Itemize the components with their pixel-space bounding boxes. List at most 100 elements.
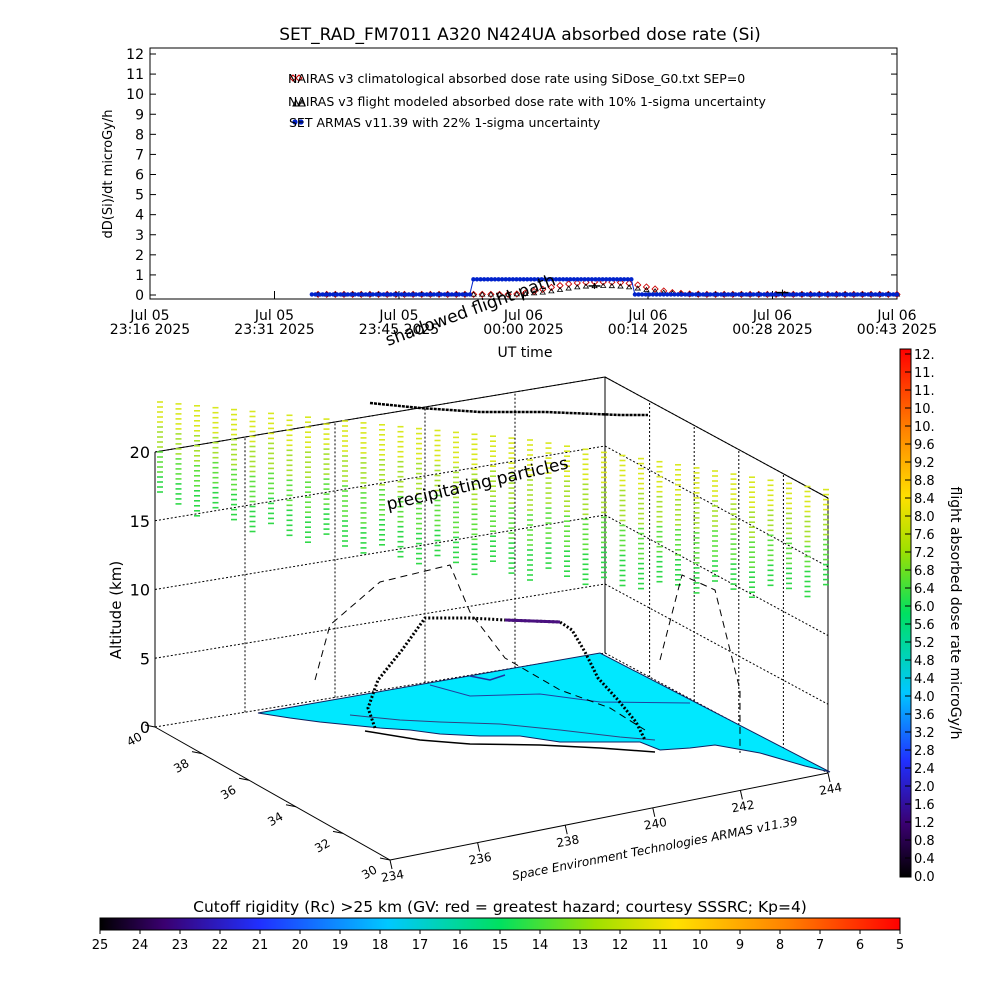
top-legend: NAIRAS v3 climatological absorbed dose r…	[288, 71, 767, 130]
y-tick-label: 1	[135, 268, 144, 284]
series-point-armas	[309, 292, 315, 297]
y-tick-label: 0	[135, 288, 144, 304]
altitude-axis: 0 5 10 15 20	[130, 443, 150, 737]
x-tick-label: 00:14 2025	[608, 322, 688, 338]
x-tick-label: 00:00 2025	[483, 322, 563, 338]
dose-rate-tick-label: 7.6	[914, 528, 935, 543]
cutoff-rigidity-colorbar-label: Cutoff rigidity (Rc) >25 km (GV: red = g…	[193, 898, 807, 916]
cutoff-tick-label: 14	[532, 938, 549, 953]
dose-rate-tick-label: 0.0	[914, 870, 935, 885]
series-point-nairas-flight	[625, 284, 633, 290]
dose-rate-colorbar	[899, 348, 912, 878]
dose-rate-tick-label: 2.0	[914, 780, 935, 795]
dose-rate-tick-label: 3.2	[914, 726, 935, 741]
x-tick-label: Jul 06	[627, 308, 667, 324]
top-series	[309, 277, 901, 299]
legend-label-nairas-flight: NAIRAS v3 flight modeled absorbed dose r…	[288, 94, 767, 109]
series-point-nairas-flight	[565, 285, 572, 291]
dose-rate-tick-label: 5.2	[914, 636, 935, 651]
latitude-tick-mark	[332, 830, 344, 834]
y-tick-label: 11	[126, 67, 144, 83]
dose-rate-tick-label: 0.4	[914, 852, 935, 867]
series-point-nairas-flight	[548, 288, 555, 294]
precipitating-particles-label: precipitating particles	[385, 454, 571, 515]
altitude-axis-label: Altitude (km)	[107, 561, 125, 659]
series-point-nairas-flight	[479, 291, 486, 297]
series-line-armas	[311, 278, 897, 295]
series-point-nairas-climatological	[487, 290, 495, 299]
dose-rate-tick-label: 1.2	[914, 816, 935, 831]
dose-rate-tick-label: 1.6	[914, 798, 935, 813]
grid-line	[154, 514, 606, 590]
cutoff-tick-label: 6	[856, 938, 864, 953]
surface-contour	[469, 674, 506, 681]
latitude-tick-mark	[285, 804, 297, 808]
series-point-nairas-flight	[582, 283, 590, 289]
cutoff-tick-label: 21	[252, 938, 269, 953]
top-y-axis-label: dD(Si)/dt microGy/h	[101, 110, 116, 239]
y-tick-label: 10	[126, 87, 144, 103]
series-point-nairas-flight	[496, 291, 503, 297]
box-edge	[154, 726, 391, 861]
precipitating-particles-field	[157, 401, 829, 599]
flight-path-projection	[369, 401, 648, 417]
latitude-tick-mark	[379, 857, 391, 861]
latitude-tick-mark	[191, 751, 203, 755]
flight-path-purple-segment	[504, 618, 561, 624]
series-point-nairas-climatological	[651, 285, 659, 293]
dose-rate-tick-label: 4.8	[914, 654, 935, 669]
longitude-tick-label: 244	[818, 780, 843, 798]
series-point-nairas-flight	[530, 290, 538, 296]
series-point-nairas-flight	[539, 289, 546, 295]
longitude-tick-label: 242	[730, 798, 755, 816]
y-tick-label: 2	[135, 248, 144, 264]
longitude-tick-mark	[564, 825, 568, 835]
surface-contour	[429, 684, 691, 704]
series-point-nairas-climatological	[634, 281, 642, 289]
cutoff-rigidity-colorbar-ticks: 25 24 23 22 21 20 19 18 17 16 15 14 13 12 11 10 9 8 7 6 5	[92, 930, 904, 953]
legend-marker-nairas-flight	[292, 98, 306, 107]
x-tick-label: Jul 06	[503, 308, 543, 324]
altitude-tick-label: 0	[140, 718, 150, 737]
y-tick-label: 12	[126, 47, 144, 63]
cutoff-tick-label: 8	[776, 938, 784, 953]
x-tick-label: 23:45 2025	[359, 322, 439, 338]
series-point-nairas-climatological	[478, 290, 486, 299]
y-tick-label: 4	[135, 208, 144, 224]
latitude-axis: 40 38 36 34 32 30	[124, 724, 391, 882]
altitude-tick-label: 20	[130, 443, 150, 462]
series-point-nairas-climatological	[539, 285, 547, 294]
x-tick-label: 23:16 2025	[110, 322, 190, 338]
series-point-nairas-flight	[522, 290, 529, 296]
altitude-tick-label: 10	[130, 581, 150, 600]
series-point-nairas-climatological	[565, 280, 573, 288]
y-tick-label: 8	[135, 127, 144, 143]
longitude-tick-label: 238	[555, 832, 580, 850]
dose-rate-colorbar-ticks: 0.0 0.4 0.8 1.2 1.6 2.0 2.4 2.8 3.2 3.6 4.0 4.4 4.8 5…	[905, 348, 935, 885]
series-point-nairas-climatological	[521, 289, 530, 297]
dose-rate-colorbar-label: flight absorbed dose rate microGy/h	[947, 487, 963, 740]
shadowed-flight-path	[314, 564, 646, 731]
series-point-nairas-flight	[617, 283, 624, 289]
series-point-nairas-climatological	[642, 283, 651, 291]
legend-marker-armas-2	[298, 119, 304, 125]
series-point-nairas-climatological	[547, 283, 556, 292]
dose-rate-tick-label: 6.4	[914, 582, 935, 597]
series-point-nairas-climatological	[616, 278, 625, 287]
legend-label-armas: SET ARMAS v11.39 with 22% 1-sigma uncert…	[289, 115, 601, 130]
series-point-nairas-flight	[574, 284, 581, 290]
cutoff-rigidity-colorbar	[99, 917, 901, 931]
series-point-nairas-flight	[470, 291, 477, 297]
dose-rate-tick-label: 5.6	[914, 618, 935, 633]
legend-marker-nairas-climatological	[289, 74, 303, 82]
cutoff-tick-label: 7	[816, 938, 824, 953]
cutoff-tick-label: 19	[332, 938, 349, 953]
chart-title: SET_RAD_FM7011 A320 N424UA absorbed dose…	[279, 25, 761, 45]
longitude-tick-mark	[477, 842, 481, 852]
latitude-tick-mark	[238, 777, 250, 781]
x-tick-label: Jul 05	[129, 308, 169, 324]
cutoff-tick-label: 20	[292, 938, 309, 953]
cutoff-tick-label: 24	[132, 938, 149, 953]
